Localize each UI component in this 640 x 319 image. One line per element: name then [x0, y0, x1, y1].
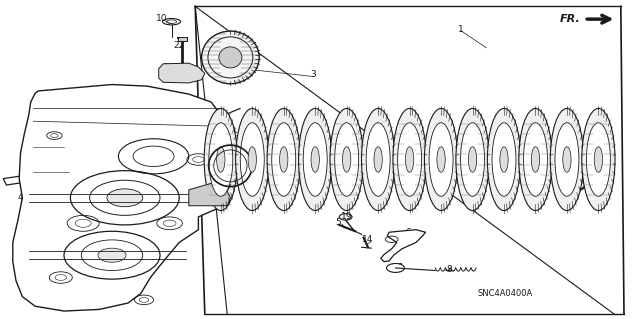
Ellipse shape — [488, 108, 521, 211]
Ellipse shape — [311, 147, 319, 172]
Text: 12: 12 — [115, 89, 126, 98]
Polygon shape — [3, 172, 61, 185]
Ellipse shape — [405, 147, 413, 172]
Ellipse shape — [298, 108, 332, 211]
Text: 9: 9 — [163, 63, 168, 72]
Text: 19: 19 — [341, 212, 353, 221]
Ellipse shape — [216, 147, 225, 172]
Ellipse shape — [424, 108, 458, 211]
Ellipse shape — [595, 147, 603, 172]
Ellipse shape — [236, 108, 269, 211]
Text: 3: 3 — [311, 70, 316, 78]
Text: 16: 16 — [524, 172, 536, 181]
Ellipse shape — [429, 123, 453, 196]
Ellipse shape — [209, 123, 233, 196]
Ellipse shape — [456, 108, 489, 211]
Ellipse shape — [204, 108, 237, 211]
Ellipse shape — [437, 147, 445, 172]
Polygon shape — [13, 85, 227, 311]
Ellipse shape — [272, 123, 296, 196]
FancyBboxPatch shape — [178, 37, 187, 41]
Text: 14: 14 — [362, 235, 374, 244]
Text: 11: 11 — [136, 122, 148, 131]
Text: 13: 13 — [226, 127, 237, 136]
Ellipse shape — [492, 123, 516, 196]
Ellipse shape — [586, 123, 611, 196]
Ellipse shape — [362, 108, 395, 211]
Ellipse shape — [524, 123, 547, 196]
Text: 8: 8 — [447, 265, 452, 274]
Ellipse shape — [330, 108, 364, 211]
Text: SNC4A0400A: SNC4A0400A — [478, 289, 533, 298]
Text: 18: 18 — [556, 134, 568, 143]
Text: 20: 20 — [565, 177, 577, 186]
Ellipse shape — [582, 108, 615, 211]
Ellipse shape — [335, 123, 358, 196]
Polygon shape — [159, 63, 205, 83]
Text: 16: 16 — [524, 134, 536, 143]
Ellipse shape — [342, 147, 351, 172]
Ellipse shape — [500, 147, 508, 172]
Ellipse shape — [397, 123, 422, 196]
Text: 21: 21 — [156, 140, 167, 149]
Text: 2: 2 — [253, 175, 259, 184]
Text: 1: 1 — [458, 25, 463, 34]
Ellipse shape — [267, 108, 300, 211]
Text: 6: 6 — [406, 228, 411, 237]
Text: 4: 4 — [18, 193, 23, 202]
Text: 7: 7 — [397, 263, 402, 272]
Ellipse shape — [374, 147, 382, 172]
Ellipse shape — [280, 147, 288, 172]
Ellipse shape — [240, 123, 264, 196]
Circle shape — [107, 189, 143, 207]
Polygon shape — [189, 179, 230, 206]
Ellipse shape — [366, 123, 390, 196]
Text: 15: 15 — [95, 101, 107, 110]
Ellipse shape — [555, 123, 579, 196]
Ellipse shape — [219, 47, 242, 68]
Circle shape — [387, 263, 404, 272]
Polygon shape — [381, 230, 426, 262]
Ellipse shape — [519, 108, 552, 211]
Text: 10: 10 — [156, 14, 167, 23]
Circle shape — [98, 248, 126, 262]
Text: B-35: B-35 — [59, 156, 82, 165]
Text: 17: 17 — [168, 105, 180, 114]
Ellipse shape — [303, 123, 327, 196]
Text: 22: 22 — [173, 41, 185, 50]
Ellipse shape — [531, 147, 540, 172]
Ellipse shape — [461, 123, 484, 196]
Ellipse shape — [550, 108, 584, 211]
Ellipse shape — [248, 147, 257, 172]
Ellipse shape — [393, 108, 426, 211]
Ellipse shape — [468, 147, 477, 172]
Ellipse shape — [202, 31, 259, 84]
Text: FR.: FR. — [560, 14, 580, 24]
Text: 5: 5 — [335, 218, 340, 227]
Ellipse shape — [563, 147, 571, 172]
